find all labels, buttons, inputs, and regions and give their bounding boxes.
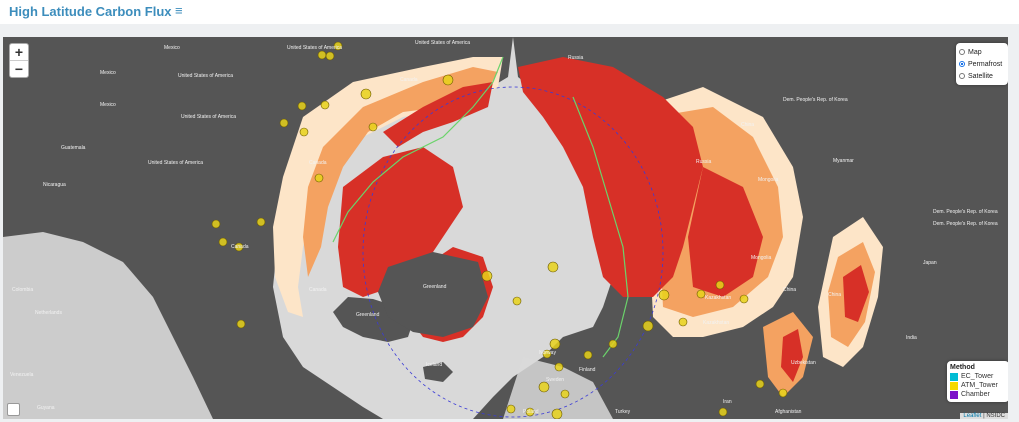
map-label: Greenland [356, 312, 380, 318]
map-label: Mexico [100, 70, 116, 76]
map-label: Venezuela [10, 372, 34, 378]
legend-title: Method [950, 364, 975, 371]
map-label: Canada [231, 244, 249, 250]
map-label: China [741, 122, 755, 128]
radio-selected-icon[interactable] [959, 61, 965, 67]
layer-option-map[interactable]: Map [959, 46, 1005, 58]
radio-icon[interactable] [959, 73, 965, 79]
legend-item: ATM_Tower [950, 381, 1006, 390]
map-label: Mexico [164, 45, 180, 51]
layer-label-map: Map [968, 48, 982, 56]
map-label: United States of America [287, 45, 343, 51]
method-legend: Method EC_Tower ATM_Tower Chamber [947, 361, 1008, 402]
map-label: Russia [568, 55, 584, 61]
map-attribution: Leaflet | NSIDC [960, 413, 1008, 419]
map-label: Mexico [100, 102, 116, 108]
map-label: Canada [309, 287, 327, 293]
map-label: Iceland [426, 362, 443, 368]
map-label: United States of America [181, 114, 237, 120]
map-label: Mongolia [758, 177, 779, 183]
legend-item: Chamber [950, 390, 1006, 399]
map-label: Canada [309, 160, 327, 166]
layer-option-satellite[interactable]: Satellite [959, 70, 1005, 82]
map-view[interactable]: Mexico United States of America United S… [3, 37, 1008, 419]
map-label: Myanmar [833, 158, 854, 164]
map-label: Kazakhstan [703, 320, 730, 326]
map-label: Greenland [423, 284, 447, 290]
map-checkbox[interactable] [7, 403, 20, 416]
legend-label: ATM_Tower [961, 382, 998, 389]
map-label: China [828, 292, 842, 298]
map-label: United States of America [178, 73, 234, 79]
map-label: Iran [723, 399, 732, 405]
legend-item: EC_Tower [950, 372, 1006, 381]
map-label: United States of America [148, 160, 204, 166]
map-label: China [783, 287, 797, 293]
layer-option-permafrost[interactable]: Permafrost [959, 58, 1005, 70]
app-title: High Latitude Carbon Flux [9, 4, 172, 19]
top-bar: High Latitude Carbon Flux ≡ [0, 0, 1019, 25]
leaflet-link[interactable]: Leaflet [963, 413, 982, 419]
zoom-out-button[interactable]: − [10, 60, 28, 77]
attribution-source: NSIDC [986, 413, 1005, 419]
map-label: Guatemala [61, 145, 86, 151]
legend-label: Chamber [961, 391, 990, 398]
map-label: Mongolia [751, 255, 772, 261]
radio-icon[interactable] [959, 49, 965, 55]
map-label: Guyana [37, 405, 55, 411]
map-label: Poland [523, 409, 539, 415]
map-label: Dem. People's Rep. of Korea [933, 209, 998, 215]
attribution-separator: | [983, 413, 987, 419]
map-label: Nicaragua [43, 182, 66, 188]
map-label: Turkey [615, 409, 631, 415]
layer-switcher: Map Permafrost Satellite [956, 43, 1008, 85]
map-label: Dem. People's Rep. of Korea [933, 221, 998, 227]
map-label: Russia [696, 159, 712, 165]
zoom-in-button[interactable]: + [14, 44, 24, 60]
map-label: Netherlands [35, 310, 62, 316]
map-label: India [906, 335, 917, 341]
legend-swatch [950, 381, 958, 390]
legend-swatch [950, 372, 958, 381]
zoom-control: + − [9, 43, 29, 78]
content-area: Mexico United States of America United S… [0, 24, 1019, 422]
map-label: Afghanistan [775, 409, 802, 415]
map-label: Japan [923, 260, 937, 266]
map-label: United States of America [415, 40, 471, 46]
map-label: Uzbekistan [791, 360, 816, 366]
map-label: Norway [539, 350, 556, 356]
layer-label-satellite: Satellite [968, 72, 993, 80]
map-label: Canada [400, 77, 418, 83]
legend-label: EC_Tower [961, 373, 994, 380]
map-canvas [3, 37, 1008, 419]
map-label: Dem. People's Rep. of Korea [783, 97, 848, 103]
map-label: Finland [579, 367, 596, 373]
map-label: Colombia [12, 287, 34, 293]
layer-label-permafrost: Permafrost [968, 60, 1003, 68]
map-label: Kazakhstan [705, 295, 732, 301]
map-label: Sweden [546, 377, 565, 383]
hamburger-icon[interactable]: ≡ [175, 3, 183, 18]
legend-swatch [950, 390, 958, 399]
